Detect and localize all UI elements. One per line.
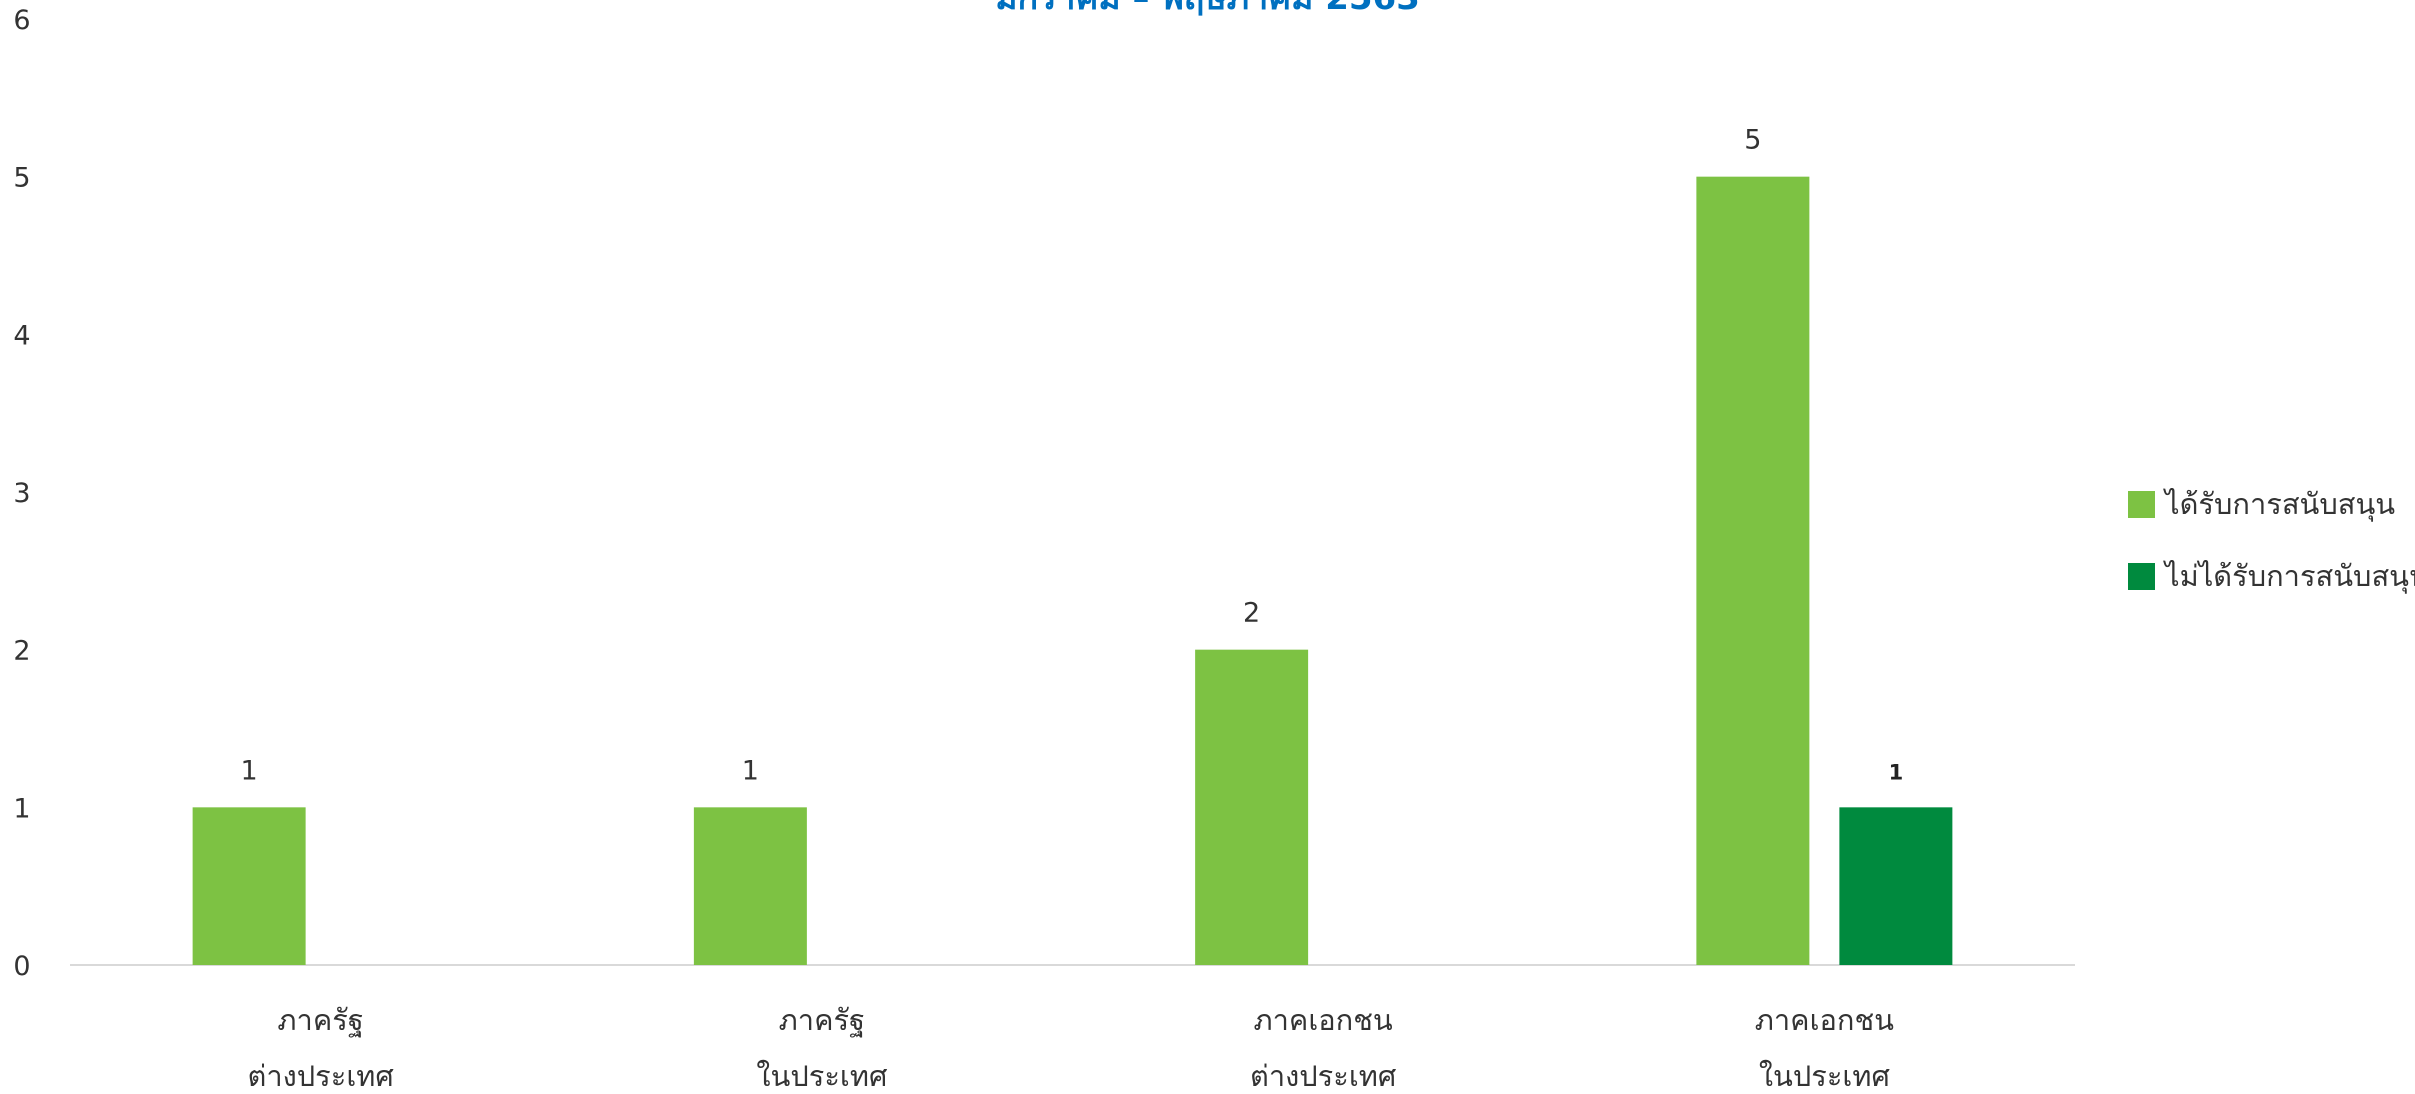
legend: ได้รับการสนับสนุน ไม่ได้รับการสนับสนุน [2128, 486, 2415, 630]
value-labels: 1 1 2 5 1 [241, 125, 1904, 787]
legend-swatch-supported [2128, 490, 2155, 518]
y-tick-label: 3 [13, 478, 30, 509]
y-axis-ticks: 0 1 2 3 4 5 6 [13, 5, 30, 982]
value-label: 1 [742, 755, 759, 786]
x-tick-label: ภาครัฐ [277, 1003, 363, 1038]
y-tick-label: 2 [13, 636, 30, 667]
bar-supported-2[interactable] [1195, 649, 1309, 965]
legend-swatch-not-supported [2128, 562, 2155, 590]
y-tick-label: 5 [13, 163, 30, 194]
legend-item-supported[interactable]: ได้รับการสนับสนุน [2128, 486, 2415, 522]
bars [192, 176, 1953, 965]
legend-label-supported: ได้รับการสนับสนุน [2165, 487, 2396, 521]
value-label: 2 [1243, 598, 1260, 629]
x-tick-label: ต่างประเทศ [247, 1059, 394, 1090]
chart-title: มกราคม – พฤษภาคม 2563 [0, 0, 2415, 18]
x-tick-label: ในประเทศ [756, 1059, 888, 1090]
bar-supported-0[interactable] [192, 807, 306, 965]
legend-item-not-supported[interactable]: ไม่ได้รับการสนับสนุน [2128, 558, 2415, 594]
bar-supported-1[interactable] [693, 807, 807, 965]
x-tick-label: ภาคเอกชน [1254, 1003, 1393, 1037]
value-label: 1 [1889, 760, 1904, 784]
legend-label-not-supported: ไม่ได้รับการสนับสนุน [2165, 559, 2415, 593]
x-tick-label: ภาคเอกชน [1755, 1003, 1894, 1037]
y-tick-label: 4 [13, 320, 30, 351]
value-label: 5 [1744, 125, 1761, 156]
x-tick-label: ในประเทศ [1759, 1059, 1891, 1090]
bar-not-supported-3[interactable] [1839, 807, 1953, 965]
bar-supported-3[interactable] [1696, 176, 1810, 965]
y-tick-label: 1 [13, 793, 30, 824]
y-tick-label: 6 [13, 5, 30, 36]
value-label: 1 [241, 755, 258, 786]
y-tick-label: 0 [13, 951, 30, 982]
x-tick-label: ต่างประเทศ [1250, 1059, 1397, 1090]
x-tick-label: ภาครัฐ [779, 1003, 865, 1038]
